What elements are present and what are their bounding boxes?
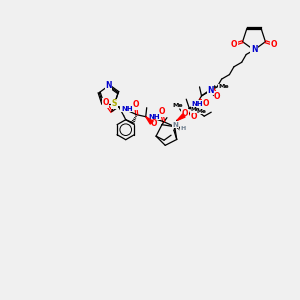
Text: NH: NH [121,106,133,112]
Text: Me: Me [192,108,202,113]
Text: O: O [214,92,220,100]
Text: N: N [173,122,179,128]
Text: Me: Me [218,84,229,89]
Text: O: O [231,40,237,49]
Text: H: H [180,126,185,131]
Text: O: O [133,100,139,109]
Text: N: N [106,81,112,90]
Text: Me: Me [197,109,207,114]
Text: O: O [191,112,197,121]
Text: N: N [182,112,188,121]
Text: O: O [271,40,277,49]
Text: S: S [112,99,117,108]
Text: O: O [203,99,209,108]
Text: O: O [151,119,157,128]
Text: N: N [207,86,214,95]
Text: Me: Me [191,107,201,112]
Text: NH: NH [191,101,203,107]
Polygon shape [177,114,185,121]
Polygon shape [146,117,153,124]
Text: NH: NH [148,114,160,120]
Text: N: N [251,46,257,55]
Text: O: O [158,107,165,116]
Text: O: O [103,98,109,107]
Text: Me: Me [172,103,183,109]
Text: O: O [182,109,188,118]
